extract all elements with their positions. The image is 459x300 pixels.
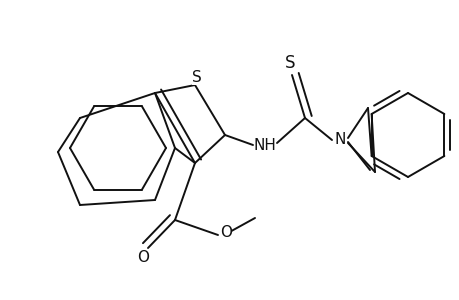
Text: O: O [219,226,231,241]
Text: NH: NH [253,137,276,152]
Text: O: O [137,250,149,266]
Text: S: S [284,54,295,72]
Text: S: S [192,70,202,85]
Text: N: N [334,133,345,148]
